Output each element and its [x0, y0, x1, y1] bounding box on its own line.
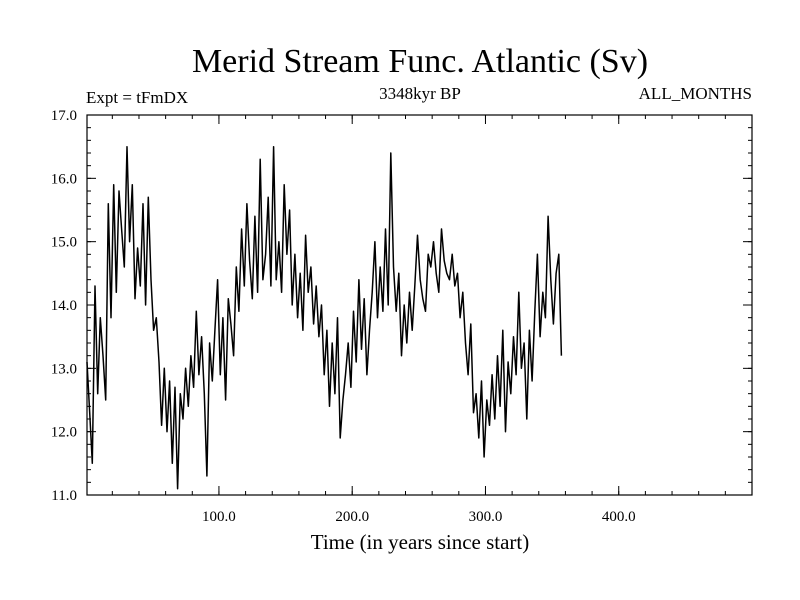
months-label: ALL_MONTHS	[639, 84, 752, 103]
plot-frame	[86, 114, 753, 496]
axes: 11.0 12.0 13.0 14.0 15.0 16.0 17.0 100.0 200.0 30…	[51, 108, 752, 525]
y-tick-label: 15.0	[51, 235, 77, 251]
chart-title: Merid Stream Func. Atlantic (Sv)	[192, 43, 648, 80]
y-tick-label: 11.0	[51, 488, 77, 504]
x-tick-label: 300.0	[469, 509, 503, 525]
experiment-label: Expt = tFmDX	[86, 88, 188, 107]
x-tick-label: 200.0	[335, 509, 369, 525]
series-layer	[86, 145, 563, 490]
y-tick-label: 13.0	[51, 361, 77, 377]
y-tick-label: 12.0	[51, 425, 77, 441]
series-line	[86, 145, 563, 490]
y-tick-label: 16.0	[51, 171, 77, 187]
y-tick-label: 14.0	[51, 298, 77, 314]
x-axis-label: Time (in years since start)	[311, 530, 530, 554]
y-tick-label: 17.0	[51, 108, 77, 124]
period-label: 3348kyr BP	[379, 84, 461, 103]
x-tick-label: 400.0	[602, 509, 636, 525]
x-tick-label: 100.0	[202, 509, 236, 525]
